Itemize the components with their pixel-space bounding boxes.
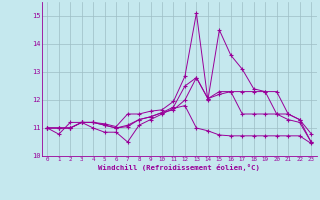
X-axis label: Windchill (Refroidissement éolien,°C): Windchill (Refroidissement éolien,°C) [98,164,260,171]
